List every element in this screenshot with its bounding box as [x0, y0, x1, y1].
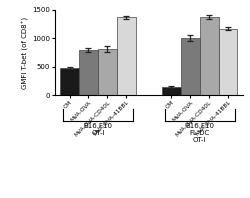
- Text: B16.F10
OT-I: B16.F10 OT-I: [84, 123, 112, 136]
- Bar: [117, 17, 136, 95]
- Bar: [181, 38, 200, 95]
- Bar: [79, 50, 98, 95]
- Bar: [98, 49, 117, 95]
- Text: B16.F10
FL-DC
OT-I: B16.F10 FL-DC OT-I: [185, 123, 214, 143]
- Bar: [200, 17, 218, 95]
- Bar: [218, 29, 238, 95]
- Bar: [162, 87, 181, 95]
- Y-axis label: GMFI T-bet (of CD8⁺): GMFI T-bet (of CD8⁺): [22, 16, 29, 89]
- Bar: [60, 68, 79, 95]
